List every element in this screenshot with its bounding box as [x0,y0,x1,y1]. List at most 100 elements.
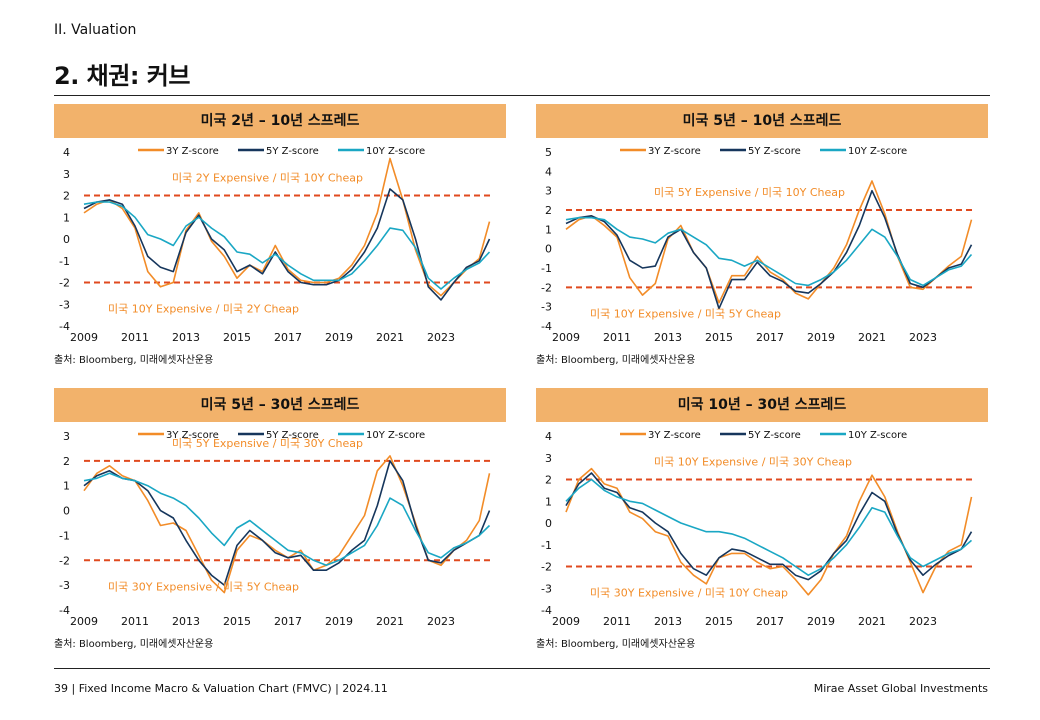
annotation-top: 미국 10Y Expensive / 미국 30Y Cheap [654,456,852,469]
x-tick-label: 2017 [274,331,302,344]
series-line-3y [565,467,973,596]
y-tick-label: -2 [59,554,70,567]
source-note: 출처: Bloomberg, 미래에셋자산운용 [54,355,214,366]
legend-label-5y: 5Y Z-score [266,430,319,441]
x-tick-label: 2023 [427,615,455,628]
annotation-top: 미국 2Y Expensive / 미국 10Y Cheap [172,172,363,185]
chart-panel-10y-30y: 미국 10년 – 30년 스프레드 4 3 2 1 0 -1 -2 -3 -4 2009 2011 2… [536,388,988,650]
annotation-top: 미국 5Y Expensive / 미국 30Y Cheap [172,437,363,450]
x-tick-label: 2011 [121,615,149,628]
x-tick-label: 2023 [909,615,937,628]
y-tick-label: 0 [63,505,70,518]
series-line-5y [565,189,973,310]
y-tick-label: -3 [59,298,70,311]
series-line-5y [83,188,491,301]
legend-label-10y: 10Y Z-score [366,430,425,441]
series-line-10y [83,201,491,290]
legend-label-10y: 10Y Z-score [848,430,907,441]
y-tick-label: -1 [59,529,70,542]
y-tick-label: 2 [63,455,70,468]
panel-header: 미국 10년 – 30년 스프레드 [536,388,988,422]
chart-panel-2y-10y: 미국 2년 – 10년 스프레드 4 3 2 1 0 -1 -2 -3 -4 2009 2011 20… [54,104,506,366]
legend-label-3y: 3Y Z-score [648,146,701,157]
y-tick-label: 4 [63,146,70,159]
x-tick-label: 2017 [756,331,784,344]
series-line-5y [83,460,491,586]
y-tick-label: 1 [63,480,70,493]
annotation-top: 미국 5Y Expensive / 미국 10Y Cheap [654,186,845,199]
y-tick-label: 3 [63,168,70,181]
x-tick-label: 2023 [909,331,937,344]
y-tick-label: -3 [541,582,552,595]
series-line-10y [565,478,973,576]
legend-label-5y: 5Y Z-score [266,146,319,157]
legend-label-10y: 10Y Z-score [366,146,425,157]
legend-label-3y: 3Y Z-score [648,430,701,441]
x-tick-label: 2009 [552,331,580,344]
y-tick-label: 2 [63,190,70,203]
y-tick-label: -2 [59,277,70,290]
y-tick-label: -4 [59,604,70,617]
x-tick-label: 2019 [325,615,353,628]
y-tick-label: 4 [545,430,552,443]
x-tick-label: 2019 [807,615,835,628]
y-tick-label: -1 [541,539,552,552]
y-tick-label: -1 [541,262,552,275]
y-tick-label: 0 [545,517,552,530]
y-tick-label: 5 [545,146,552,159]
section-label: II. Valuation [54,22,137,38]
title-divider [54,95,990,96]
legend-label-3y: 3Y Z-score [166,430,219,441]
x-tick-label: 2009 [552,615,580,628]
annotation-bottom: 미국 10Y Expensive / 미국 5Y Cheap [590,307,781,320]
x-tick-label: 2021 [376,615,404,628]
y-tick-label: 4 [545,165,552,178]
y-tick-label: 2 [545,204,552,217]
y-tick-label: 2 [545,474,552,487]
x-tick-label: 2015 [223,331,251,344]
x-tick-label: 2015 [705,615,733,628]
series-line-10y [83,472,491,567]
legend-label-3y: 3Y Z-score [166,146,219,157]
y-tick-label: -4 [541,320,552,333]
legend-label-5y: 5Y Z-score [748,146,801,157]
series-line-3y [565,180,973,304]
x-tick-label: 2013 [172,331,200,344]
y-tick-label: 1 [545,223,552,236]
series-line-10y [565,216,973,287]
x-tick-label: 2009 [70,331,98,344]
y-tick-label: -2 [541,561,552,574]
panel-header: 미국 5년 – 10년 스프레드 [536,104,988,138]
source-note: 출처: Bloomberg, 미래에셋자산운용 [536,639,696,650]
x-tick-label: 2019 [807,331,835,344]
legend-label-10y: 10Y Z-score [848,146,907,157]
footer-divider [54,668,990,669]
y-tick-label: -1 [59,255,70,268]
x-tick-label: 2015 [705,331,733,344]
source-note: 출처: Bloomberg, 미래에셋자산운용 [536,355,696,366]
y-tick-label: 3 [63,430,70,443]
y-tick-label: -4 [541,604,552,617]
y-tick-label: 1 [63,211,70,224]
panel-header: 미국 2년 – 10년 스프레드 [54,104,506,138]
footer-page-info: 39 | Fixed Income Macro & Valuation Char… [54,682,388,695]
x-tick-label: 2017 [274,615,302,628]
x-tick-label: 2021 [376,331,404,344]
x-tick-label: 2011 [121,331,149,344]
x-tick-label: 2019 [325,331,353,344]
y-tick-label: 0 [545,243,552,256]
annotation-bottom: 미국 30Y Expensive / 미국 10Y Cheap [590,587,788,600]
chart-panel-5y-10y: 미국 5년 – 10년 스프레드 5 4 3 2 1 0 -1 -2 -3 -4 2009 2011 2… [536,104,988,366]
y-tick-label: 1 [545,495,552,508]
page-title: 2. 채권: 커브 [54,62,190,90]
x-tick-label: 2015 [223,615,251,628]
y-tick-label: -4 [59,320,70,333]
y-tick-label: 3 [545,452,552,465]
y-tick-label: -2 [541,281,552,294]
x-tick-label: 2011 [603,615,631,628]
x-tick-label: 2013 [172,615,200,628]
footer-company: Mirae Asset Global Investments [813,682,988,695]
